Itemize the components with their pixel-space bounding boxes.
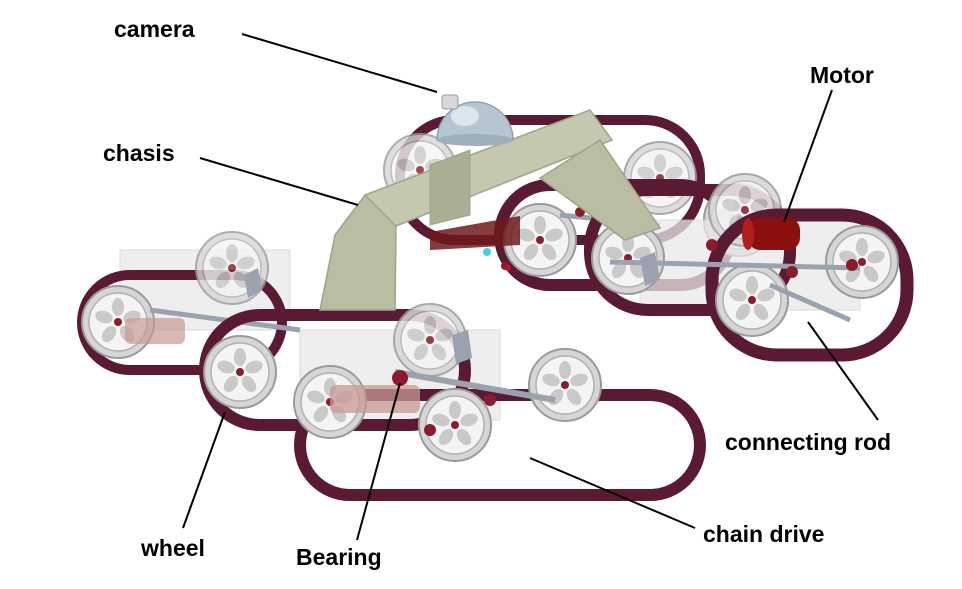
label-connecting-rod: connecting rod [725, 429, 892, 455]
label-chain-drive: chain drive [703, 521, 825, 547]
leader-camera [241, 33, 438, 93]
bearing-icon [392, 370, 408, 386]
track-module-back-left [77, 231, 301, 375]
chasis-frame [319, 109, 662, 311]
label-wheel: wheel [141, 535, 205, 561]
track-module-front-right [584, 173, 914, 362]
leader-chain-drive [529, 457, 696, 529]
leader-bearing [356, 382, 401, 541]
leader-lines [182, 33, 879, 541]
wheel-front-left [203, 335, 277, 409]
track-module-front-left [199, 303, 706, 501]
label-motor: Motor [810, 62, 874, 88]
leader-motor [783, 89, 833, 223]
leader-chasis [199, 157, 359, 206]
label-bearing: Bearing [296, 544, 382, 570]
label-chasis: chasis [103, 140, 175, 166]
camera-dome-icon [436, 94, 514, 146]
leader-connecting-rod [807, 321, 879, 421]
leader-wheel [182, 411, 226, 529]
motor-icon [748, 218, 800, 250]
label-camera: camera [114, 16, 195, 42]
